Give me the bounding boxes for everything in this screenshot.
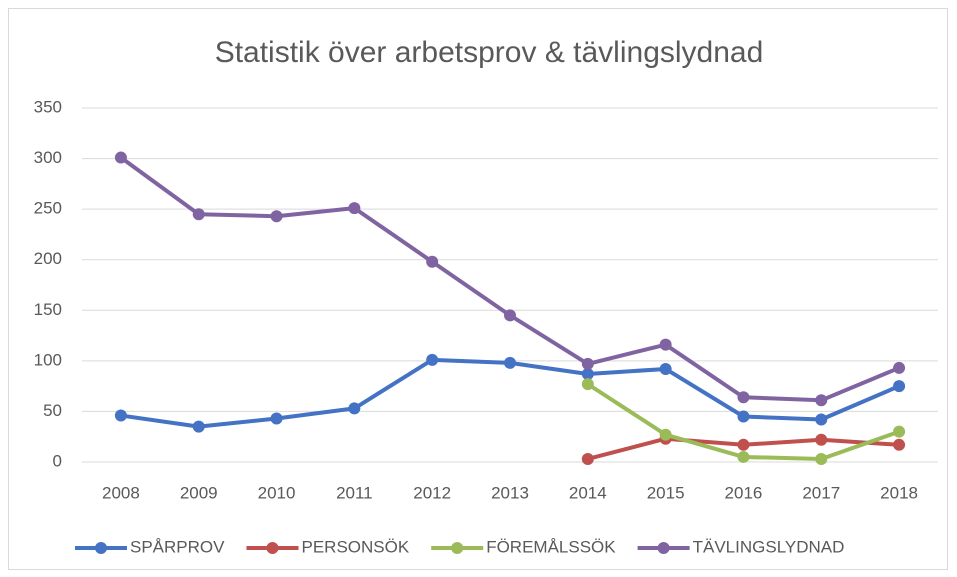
data-point <box>893 425 906 438</box>
data-point <box>737 410 750 423</box>
data-point <box>581 357 594 370</box>
data-point <box>348 202 361 215</box>
data-point <box>893 438 906 451</box>
data-point <box>659 338 672 351</box>
legend-label: FÖREMÅLSSÖK <box>486 537 616 556</box>
x-tick-label: 2012 <box>413 483 451 502</box>
y-tick-label: 100 <box>34 350 62 369</box>
legend-marker <box>657 542 670 554</box>
data-point <box>348 402 361 415</box>
x-tick-label: 2017 <box>802 483 840 502</box>
legend-marker <box>266 542 279 554</box>
chart-border <box>8 8 948 570</box>
y-tick-label: 200 <box>34 249 62 268</box>
legend-label: TÄVLINGSLYDNAD <box>693 537 845 556</box>
data-point <box>893 380 906 393</box>
data-point <box>270 412 283 425</box>
data-point <box>192 420 205 433</box>
data-point <box>659 428 672 441</box>
x-tick-label: 2011 <box>336 483 373 502</box>
data-point <box>426 353 439 366</box>
data-point <box>114 151 127 164</box>
data-point <box>114 409 127 422</box>
data-point <box>815 413 828 426</box>
data-point <box>426 255 439 268</box>
x-tick-label: 2013 <box>491 483 529 502</box>
y-tick-label: 300 <box>34 148 62 167</box>
data-point <box>504 309 516 322</box>
legend-label: PERSONSÖK <box>301 537 409 556</box>
data-point <box>192 208 205 221</box>
data-point <box>737 391 750 404</box>
data-point <box>581 368 594 381</box>
data-point <box>504 356 516 369</box>
legend-label: SPÅRPROV <box>130 537 225 556</box>
x-tick-label: 2016 <box>725 483 763 502</box>
y-tick-label: 150 <box>34 300 62 319</box>
x-tick-label: 2009 <box>180 483 218 502</box>
x-tick-label: 2015 <box>647 483 685 502</box>
legend-marker <box>451 542 464 554</box>
data-point <box>815 433 828 446</box>
data-point <box>659 362 672 375</box>
data-point <box>893 361 906 374</box>
x-tick-label: 2008 <box>102 483 140 502</box>
data-point <box>737 438 750 451</box>
x-tick-label: 2010 <box>258 483 296 502</box>
x-tick-label: 2014 <box>569 483 607 502</box>
data-point <box>581 378 594 391</box>
data-point <box>581 452 594 465</box>
legend-marker <box>95 542 107 554</box>
y-tick-label: 50 <box>43 401 62 420</box>
data-point <box>737 450 750 463</box>
x-tick-label: 2018 <box>880 483 918 502</box>
y-tick-label: 250 <box>34 199 62 218</box>
y-tick-label: 350 <box>34 97 62 116</box>
y-tick-label: 0 <box>53 451 62 470</box>
data-point <box>815 394 828 407</box>
data-point <box>270 210 283 223</box>
data-point <box>815 452 828 465</box>
chart-title: Statistik över arbetsprov & tävlingslydn… <box>215 36 764 69</box>
